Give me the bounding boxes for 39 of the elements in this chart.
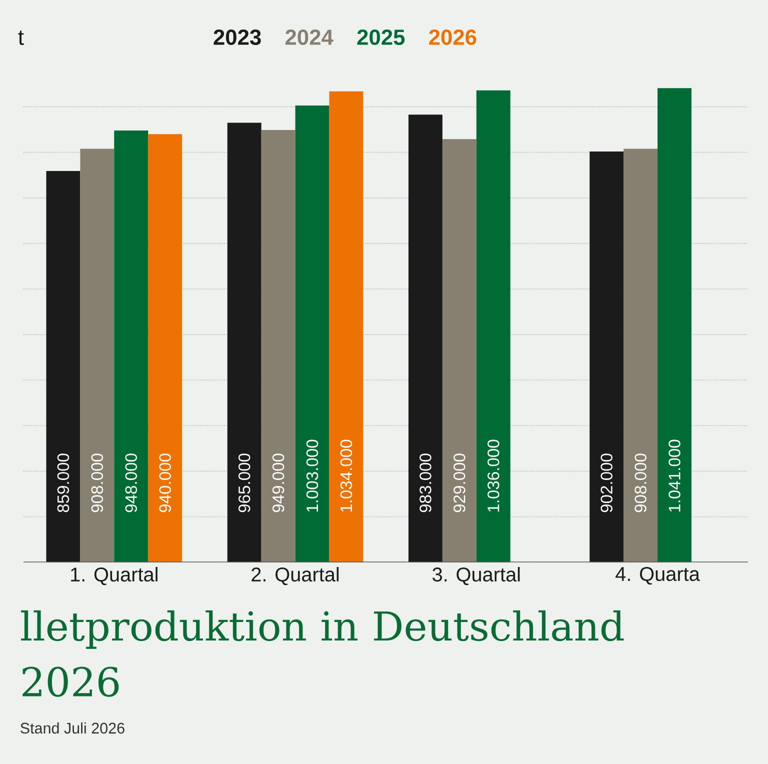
bar [658,88,692,562]
x-tick-label: 3. Quartal [432,566,520,586]
bar [408,114,442,562]
bar [114,130,148,562]
data-label: 908.000 [634,453,646,512]
data-label: 1.034.000 [340,440,352,512]
bar [148,134,182,562]
data-label: 983.000 [420,453,432,512]
data-label: 949.000 [272,453,284,512]
x-tick-label: 2. Quartal [252,566,339,586]
data-label: 1.003.000 [306,440,318,512]
bar [476,90,510,562]
x-tick-label: 4. Quarta [616,566,700,584]
data-label: 908.000 [91,453,104,512]
data-label: 965.000 [238,453,250,512]
bar [590,151,624,562]
bar [46,170,80,562]
data-label: 902.000 [600,453,612,512]
data-label: 940.000 [159,453,171,512]
bar [624,148,658,562]
data-label: 948.000 [125,453,138,512]
bar [442,139,476,562]
data-label: 859.000 [57,453,70,512]
bar [80,148,114,562]
bar [329,91,364,562]
data-label: 1.036.000 [488,440,500,512]
text: 2026 [429,29,476,45]
text: 2023 [214,29,261,45]
bar [261,130,296,562]
y-axis-title: t [18,30,24,45]
data-label: 929.000 [454,453,466,512]
text: 2025 [357,29,405,45]
text: 2024 [285,29,334,45]
x-tick-label: 1. Quartal [71,566,158,586]
text: Stand Juli 2026 [20,722,124,734]
bar [227,122,262,562]
text: lletproduktion in Deutschland 2026 [21,610,624,697]
bar [295,105,330,562]
data-label: 1.041.000 [668,440,680,512]
